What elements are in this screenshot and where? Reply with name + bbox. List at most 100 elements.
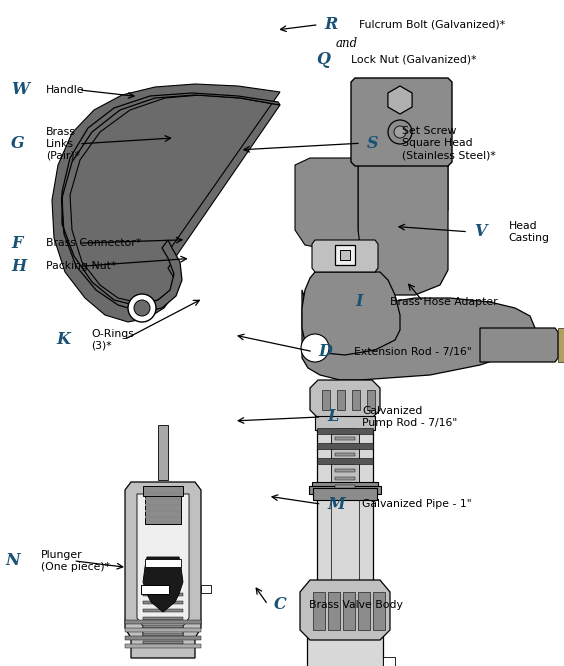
Polygon shape (358, 592, 370, 630)
Polygon shape (335, 469, 355, 472)
Polygon shape (317, 443, 373, 449)
Polygon shape (125, 636, 201, 640)
Text: G: G (11, 135, 25, 153)
Polygon shape (352, 390, 360, 410)
Polygon shape (328, 592, 340, 630)
Polygon shape (480, 328, 558, 362)
Polygon shape (125, 628, 201, 632)
Polygon shape (383, 657, 395, 666)
Polygon shape (158, 425, 168, 480)
Polygon shape (143, 557, 183, 612)
Polygon shape (125, 644, 201, 648)
Text: Brass Valve Body: Brass Valve Body (309, 599, 402, 610)
Text: R: R (324, 16, 337, 33)
Polygon shape (143, 609, 183, 612)
Polygon shape (62, 93, 280, 312)
Polygon shape (201, 585, 211, 593)
Polygon shape (331, 415, 359, 490)
Polygon shape (335, 437, 355, 440)
Polygon shape (335, 461, 355, 464)
Polygon shape (125, 482, 201, 658)
Polygon shape (141, 585, 169, 594)
Polygon shape (335, 429, 355, 432)
Text: F: F (11, 234, 23, 252)
Text: M: M (327, 496, 345, 513)
Polygon shape (143, 641, 183, 644)
Circle shape (128, 294, 156, 322)
Text: N: N (6, 552, 20, 569)
Text: I: I (355, 293, 363, 310)
Polygon shape (317, 428, 373, 434)
Polygon shape (143, 633, 183, 636)
Polygon shape (300, 580, 390, 640)
Text: W: W (11, 81, 29, 99)
Text: S: S (367, 135, 378, 152)
Polygon shape (312, 240, 378, 272)
Polygon shape (317, 458, 373, 464)
Text: and: and (336, 37, 358, 50)
Polygon shape (340, 250, 350, 260)
Text: H: H (11, 258, 27, 275)
Circle shape (301, 334, 329, 362)
Polygon shape (373, 592, 385, 630)
Polygon shape (317, 494, 373, 590)
Polygon shape (145, 516, 181, 518)
Text: K: K (56, 331, 70, 348)
Polygon shape (143, 593, 183, 596)
Polygon shape (337, 390, 345, 410)
Polygon shape (145, 494, 181, 524)
Polygon shape (313, 592, 325, 630)
Polygon shape (358, 162, 448, 295)
Polygon shape (312, 482, 378, 492)
Polygon shape (335, 453, 355, 456)
Text: Packing Nut*: Packing Nut* (46, 261, 117, 272)
Polygon shape (310, 380, 380, 418)
Polygon shape (143, 625, 183, 628)
Polygon shape (145, 510, 181, 512)
Polygon shape (335, 477, 355, 480)
Polygon shape (335, 485, 355, 488)
Circle shape (134, 300, 150, 316)
Polygon shape (309, 486, 381, 494)
Polygon shape (322, 390, 330, 410)
Polygon shape (313, 488, 377, 500)
Polygon shape (145, 559, 181, 567)
Polygon shape (335, 245, 355, 265)
Text: Galvanized
Pump Rod - 7/16": Galvanized Pump Rod - 7/16" (362, 406, 457, 428)
Text: O-Rings
(3)*: O-Rings (3)* (91, 328, 134, 351)
Polygon shape (143, 486, 183, 496)
Polygon shape (143, 617, 183, 620)
Polygon shape (317, 415, 373, 490)
Text: L: L (327, 408, 338, 426)
Polygon shape (358, 130, 448, 220)
Polygon shape (335, 445, 355, 448)
Text: C: C (274, 596, 287, 613)
Text: Galvanized Pipe - 1": Galvanized Pipe - 1" (362, 499, 472, 509)
Text: Handle: Handle (46, 85, 85, 95)
Text: Brass Hose Adapter: Brass Hose Adapter (390, 296, 498, 307)
Polygon shape (558, 328, 564, 362)
Text: D: D (319, 343, 333, 360)
Polygon shape (307, 632, 383, 666)
Text: Set Screw
Square Head
(Stainless Steel)*: Set Screw Square Head (Stainless Steel)* (402, 126, 495, 161)
Polygon shape (302, 272, 400, 355)
Circle shape (388, 120, 412, 144)
Polygon shape (125, 620, 201, 624)
Polygon shape (302, 290, 535, 380)
Polygon shape (315, 416, 375, 430)
Text: Extension Rod - 7/16": Extension Rod - 7/16" (354, 346, 472, 357)
Text: V: V (474, 223, 486, 240)
Polygon shape (295, 158, 360, 248)
Polygon shape (145, 498, 181, 500)
Polygon shape (343, 592, 355, 630)
Polygon shape (331, 494, 359, 590)
Text: Lock Nut (Galvanized)*: Lock Nut (Galvanized)* (351, 55, 477, 65)
Circle shape (394, 126, 406, 138)
Polygon shape (145, 504, 181, 506)
Polygon shape (52, 84, 280, 322)
Text: Brass Connector*: Brass Connector* (46, 238, 142, 248)
Polygon shape (137, 494, 189, 638)
Polygon shape (145, 492, 181, 494)
Text: Head
Casting: Head Casting (509, 220, 550, 243)
Polygon shape (367, 390, 375, 410)
